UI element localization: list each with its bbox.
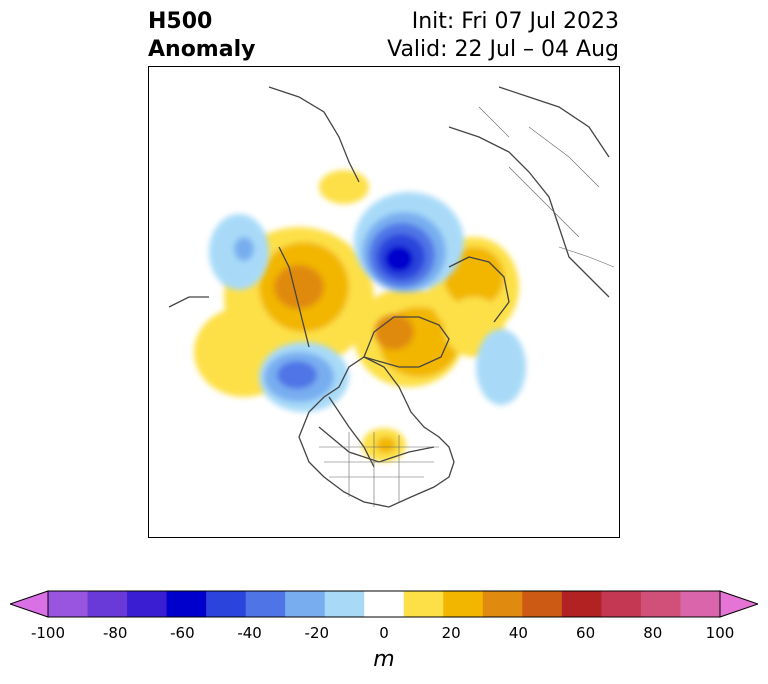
gulf-alaska-low-core [277, 361, 317, 389]
north-pacific-low-core [234, 237, 254, 261]
colorbar-min-triangle [10, 590, 49, 618]
colorbar-segment [482, 591, 523, 617]
colorbar [10, 590, 758, 618]
anomaly-map [168, 86, 615, 508]
colorbar-segment [166, 591, 207, 617]
colorbar-segment [522, 591, 563, 617]
title-left: H500 Anomaly [148, 8, 255, 64]
colorbar-segment [403, 591, 444, 617]
colorbar-tick-label: 0 [379, 624, 389, 642]
valid-period: Valid: 22 Jul – 04 Aug [387, 37, 619, 62]
title-variable: H500 [148, 9, 213, 34]
arctic-low-center [385, 246, 413, 272]
colorbar-tick-label: -20 [304, 624, 330, 642]
colorbar-segment [127, 591, 168, 617]
colorbar-segment [87, 591, 128, 617]
colorbar-tick-label: 20 [441, 624, 461, 642]
colorbar-segment [640, 591, 681, 617]
colorbar-segment [601, 591, 642, 617]
colorbar-tick-label: 100 [705, 624, 735, 642]
positive-anomalies [194, 170, 519, 462]
colorbar-outline [47, 590, 721, 618]
midwest-high-core [376, 437, 396, 453]
title-field: Anomaly [148, 37, 256, 62]
colorbar-segment [206, 591, 247, 617]
colorbar-segment [245, 591, 286, 617]
title-right: Init: Fri 07 Jul 2023 Valid: 22 Jul – 04… [387, 8, 619, 64]
colorbar-tick-label: 40 [508, 624, 528, 642]
colorbar-tick-label: -100 [30, 624, 66, 642]
colorbar-tick-label: -80 [102, 624, 128, 642]
colorbar-segment [561, 591, 602, 617]
colorbar-tick-label: 60 [576, 624, 596, 642]
colorbar-segment [48, 591, 89, 617]
init-date: Init: Fri 07 Jul 2023 [411, 9, 619, 34]
colorbar-segment [285, 591, 326, 617]
north-atlantic-low [476, 329, 526, 405]
colorbar-tick-label: -60 [170, 624, 195, 642]
siberia-high [319, 170, 369, 204]
colorbar-units: m [373, 647, 395, 672]
canada-high-center [274, 265, 324, 309]
negative-anomalies [209, 192, 526, 412]
colorbar-segment [324, 591, 365, 617]
colorbar-segment [680, 591, 721, 617]
colorbar-segment [443, 591, 484, 617]
colorbar-segment [364, 591, 405, 617]
coastlines [168, 86, 610, 508]
colorbar-tick-label: -40 [237, 624, 262, 642]
colorbar-max-triangle [719, 590, 758, 618]
colorbar-tick-label: 80 [643, 624, 663, 642]
greenland-high-center [374, 314, 414, 350]
map-panel [148, 66, 620, 538]
political-borders [319, 106, 615, 507]
